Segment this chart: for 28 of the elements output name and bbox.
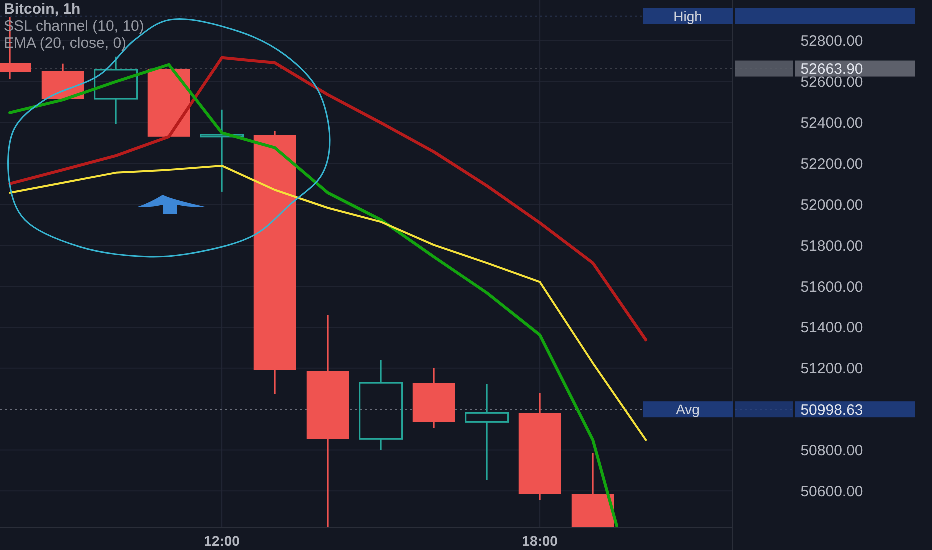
candlestick [306, 314, 350, 528]
x-tick-label: 12:00 [204, 532, 240, 549]
y-tick-label: 51400.00 [800, 320, 864, 337]
candlestick [465, 383, 510, 482]
y-tick-label: 51600.00 [800, 278, 864, 296]
chart-title: Bitcoin, 1h [4, 1, 81, 18]
line-series [8, 63, 618, 528]
candlestick [254, 130, 296, 395]
candlestick [94, 56, 138, 125]
y-tick-label: 52400.00 [800, 115, 864, 132]
line-series [9, 164, 648, 442]
x-tick-label: 18:00 [522, 532, 558, 549]
y-tick-label: 51800.00 [800, 238, 864, 255]
line-series [8, 56, 648, 342]
y-tick-label: 52600.00 [800, 74, 864, 92]
candlestick [412, 367, 456, 429]
y-tick-label: 52200.00 [800, 156, 864, 173]
y-tick-label: 52800.00 [800, 33, 864, 50]
ref-line-label: 50998.63 [800, 402, 864, 419]
y-tick-label: 51200.00 [800, 360, 864, 378]
y-tick-label: 52000.00 [800, 196, 864, 214]
annotation: High [674, 8, 702, 24]
y-tick-label: 50800.00 [800, 442, 864, 460]
candlestick [200, 109, 244, 193]
y-tick-label: 50600.00 [800, 483, 864, 500]
annotation: Avg [676, 401, 700, 418]
candlestick [359, 359, 404, 451]
candlestick [518, 392, 562, 501]
